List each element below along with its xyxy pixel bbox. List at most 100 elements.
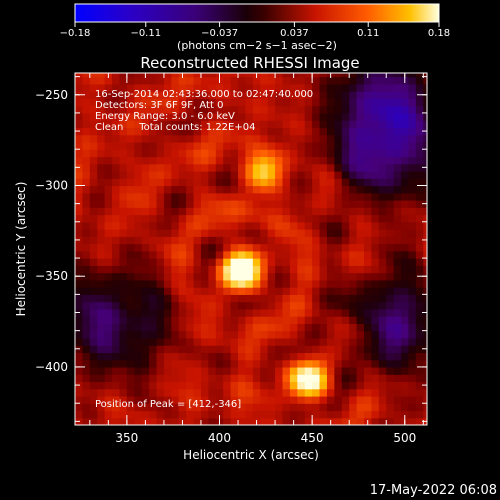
heatmap-cell: [82, 294, 91, 303]
heatmap-cell: [371, 287, 380, 295]
heatmap-cell: [401, 279, 410, 288]
heatmap-cell: [371, 323, 380, 332]
heatmap-cell: [112, 91, 121, 99]
heatmap-cell: [304, 410, 313, 419]
heatmap-cell: [275, 163, 284, 172]
heatmap-cell: [208, 316, 217, 324]
heatmap-cell: [82, 374, 91, 383]
heatmap-cell: [378, 345, 387, 354]
heatmap-cell: [260, 170, 269, 179]
y-axis: −250−300−350−400: [35, 76, 427, 422]
heatmap-cell: [326, 403, 335, 412]
heatmap-cell: [82, 170, 91, 179]
heatmap-cell: [149, 178, 158, 187]
colorbar: [74, 3, 440, 23]
heatmap-cell: [215, 337, 224, 346]
heatmap-cell: [75, 134, 84, 143]
heatmap-cell: [89, 403, 98, 412]
heatmap-cell: [245, 272, 254, 281]
heatmap-cell: [215, 156, 224, 165]
heatmap-cell: [260, 91, 269, 99]
heatmap-cell: [282, 156, 291, 165]
heatmap-cell: [126, 395, 135, 404]
heatmap-cell: [134, 403, 143, 412]
heatmap-cell: [282, 120, 291, 129]
heatmap-cell: [223, 308, 232, 317]
heatmap-cell: [349, 403, 358, 412]
heatmap-cell: [267, 417, 276, 425]
heatmap-cell: [378, 381, 387, 390]
heatmap-cell: [223, 83, 232, 92]
heatmap-cell: [349, 374, 358, 383]
heatmap-cell: [163, 127, 172, 136]
heatmap-cell: [163, 337, 172, 346]
heatmap-cell: [149, 91, 158, 99]
heatmap-cell: [378, 200, 387, 208]
heatmap-cell: [378, 374, 387, 383]
heatmap-cell: [156, 250, 165, 259]
heatmap-cell: [97, 403, 106, 412]
heatmap-cell: [126, 73, 135, 78]
heatmap-cell: [349, 134, 358, 143]
heatmap-cell: [378, 316, 387, 324]
heatmap-cell: [401, 156, 410, 165]
heatmap-cell: [356, 265, 365, 274]
heatmap-cell: [89, 323, 98, 332]
heatmap-cell: [415, 294, 424, 303]
heatmap-cell: [275, 76, 284, 85]
heatmap-cell: [171, 345, 180, 354]
heatmap-cell: [252, 98, 261, 107]
heatmap-cell: [356, 374, 365, 383]
heatmap-cell: [238, 76, 247, 85]
heatmap-cell: [119, 229, 128, 237]
heatmap-cell: [134, 178, 143, 187]
heatmap-cell: [364, 163, 373, 172]
heatmap-cell: [245, 200, 254, 208]
heatmap-cell: [275, 308, 284, 317]
heatmap-cell: [282, 403, 291, 412]
heatmap-cell: [208, 403, 217, 412]
heatmap-cell: [75, 112, 84, 121]
heatmap-cell: [208, 374, 217, 383]
heatmap-cell: [326, 265, 335, 274]
heatmap-cell: [230, 185, 239, 194]
heatmap-cell: [97, 178, 106, 187]
heatmap-cell: [178, 323, 187, 332]
heatmap-cell: [82, 76, 91, 85]
heatmap-cell: [415, 381, 424, 390]
heatmap-cell: [393, 308, 402, 317]
heatmap-cell: [200, 330, 209, 339]
heatmap-cell: [401, 323, 410, 332]
heatmap-cell: [393, 258, 402, 266]
heatmap-cell: [193, 221, 202, 230]
heatmap-cell: [89, 120, 98, 129]
heatmap-cell: [423, 265, 427, 274]
heatmap-cell: [163, 221, 172, 230]
heatmap-cell: [104, 221, 113, 230]
heatmap-cell: [371, 243, 380, 252]
heatmap-cell: [386, 287, 395, 295]
heatmap-cell: [356, 330, 365, 339]
heatmap-cell: [104, 91, 113, 99]
heatmap-cell: [267, 395, 276, 404]
heatmap-cell: [267, 250, 276, 259]
heatmap-cell: [215, 359, 224, 368]
heatmap-cell: [238, 105, 247, 114]
heatmap-cell: [408, 243, 417, 252]
heatmap-cell: [230, 301, 239, 310]
heatmap-cell: [230, 294, 239, 303]
heatmap-cell: [208, 388, 217, 397]
heatmap-cell: [215, 221, 224, 230]
heatmap-cell: [282, 265, 291, 274]
heatmap-cell: [163, 83, 172, 92]
heatmap-cell: [97, 112, 106, 121]
heatmap-cell: [364, 134, 373, 143]
heatmap-cell: [163, 330, 172, 339]
heatmap-cell: [334, 83, 343, 92]
heatmap-cell: [186, 352, 195, 361]
heatmap-cell: [104, 156, 113, 165]
heatmap-cell: [186, 279, 195, 288]
heatmap-cell: [82, 236, 91, 245]
heatmap-cell: [215, 374, 224, 383]
heatmap-cell: [386, 98, 395, 107]
